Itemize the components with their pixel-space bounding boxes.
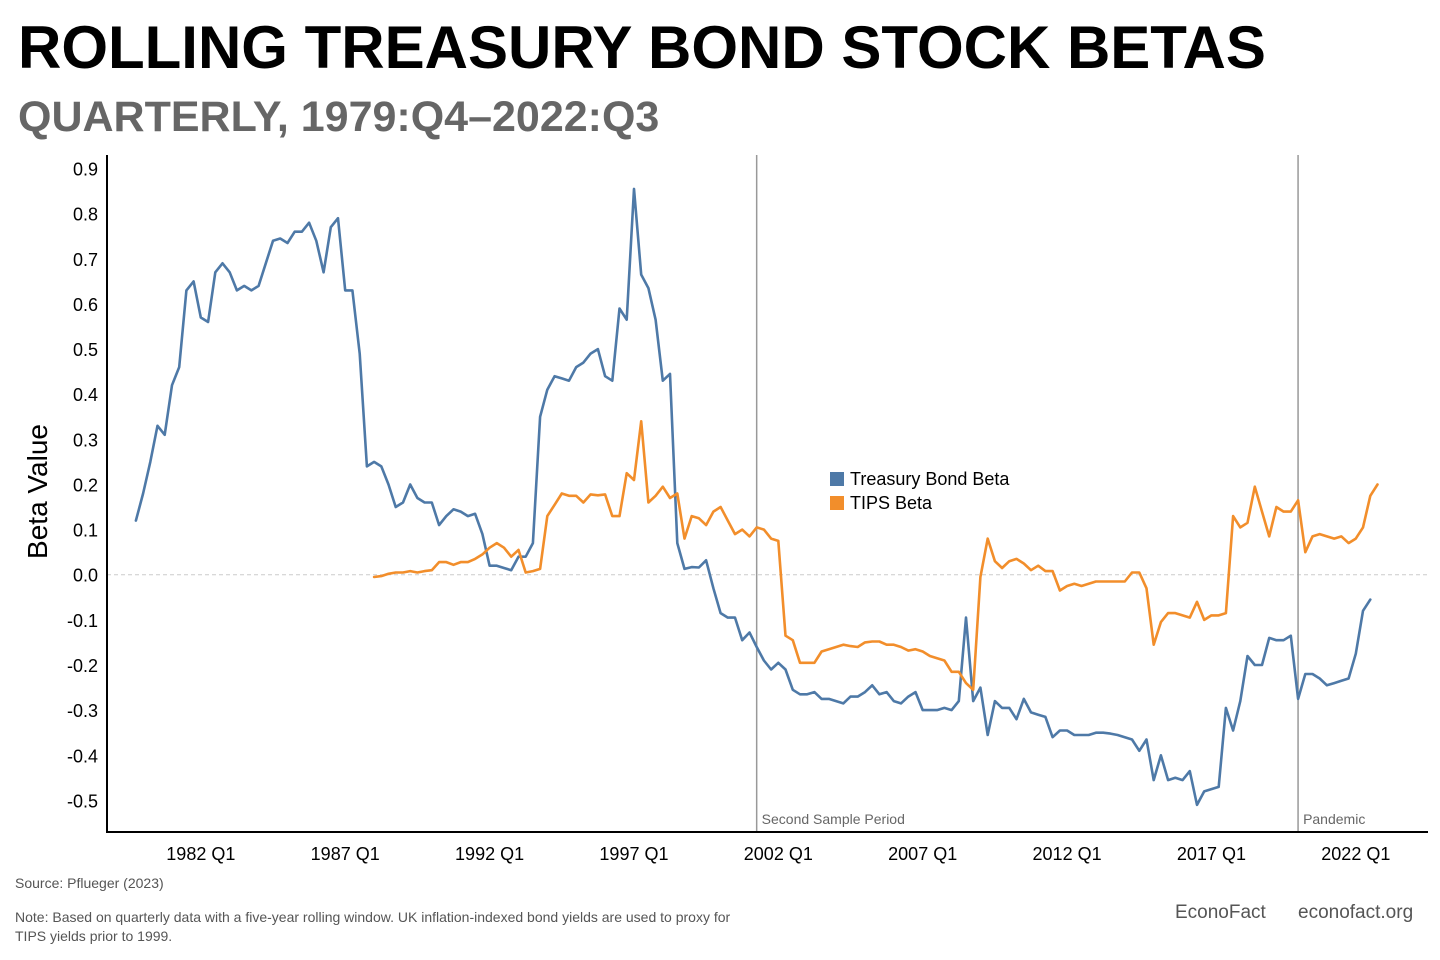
- chart-subtitle: QUARTERLY, 1979:Q4–2022:Q3: [18, 93, 660, 141]
- legend-swatch: [830, 472, 844, 486]
- tips-beta-line: [372, 419, 1379, 692]
- methodology-note: Note: Based on quarterly data with a fiv…: [15, 909, 731, 944]
- y-tick-label: 0.7: [73, 250, 98, 270]
- x-tick-label: 1987 Q1: [311, 844, 380, 864]
- y-tick-label: -0.3: [67, 701, 98, 721]
- y-tick-label: 0.9: [73, 160, 98, 180]
- y-tick-label: -0.5: [67, 791, 98, 811]
- treasury-bond-beta-line: [134, 187, 1372, 807]
- y-tick-label: 0.2: [73, 475, 98, 495]
- x-tick-label: 1992 Q1: [455, 844, 524, 864]
- x-tick-label: 2007 Q1: [888, 844, 957, 864]
- legend-label: TIPS Beta: [850, 493, 933, 513]
- y-axis-label: Beta Value: [22, 424, 53, 559]
- source-note: Source: Pflueger (2023): [15, 875, 164, 891]
- y-tick-label: 0.3: [73, 430, 98, 450]
- y-tick-label: 0.6: [73, 295, 98, 315]
- reference-line-label: Pandemic: [1303, 811, 1365, 827]
- site-url: econofact.org: [1298, 902, 1414, 923]
- x-tick-label: 2012 Q1: [1033, 844, 1102, 864]
- legend-label: Treasury Bond Beta: [850, 469, 1010, 489]
- x-tick-label: 1997 Q1: [599, 844, 668, 864]
- reference-line-label: Second Sample Period: [762, 811, 905, 827]
- x-tick-label: 2022 Q1: [1321, 844, 1390, 864]
- x-tick-label: 2002 Q1: [744, 844, 813, 864]
- y-tick-label: -0.4: [67, 746, 98, 766]
- y-tick-label: 0.8: [73, 205, 98, 225]
- y-tick-label: -0.1: [67, 611, 98, 631]
- x-tick-label: 2017 Q1: [1177, 844, 1246, 864]
- legend-swatch: [830, 496, 844, 510]
- y-tick-label: 0.4: [73, 385, 98, 405]
- chart-title: ROLLING TREASURY BOND STOCK BETAS: [18, 14, 1266, 81]
- x-tick-label: 1982 Q1: [166, 844, 235, 864]
- y-tick-label: 0.1: [73, 521, 98, 541]
- brand-name: EconoFact: [1175, 902, 1266, 923]
- y-tick-label: 0.0: [73, 566, 98, 586]
- y-tick-label: -0.2: [67, 656, 98, 676]
- y-tick-label: 0.5: [73, 340, 98, 360]
